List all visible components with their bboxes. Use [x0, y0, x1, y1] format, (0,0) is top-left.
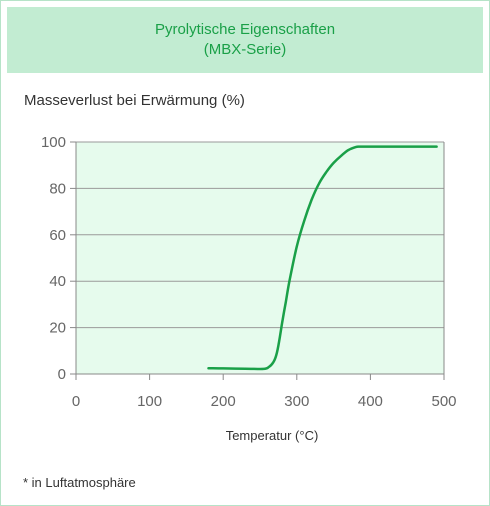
x-tick-label-0: 0: [72, 393, 80, 410]
x-tick-label-500: 500: [431, 393, 456, 410]
y-tick-label-0: 0: [58, 366, 66, 383]
plot-area: [76, 142, 444, 374]
series-line-0: [207, 145, 438, 371]
chart-title-line1: Pyrolytische Eigenschaften: [154, 21, 336, 38]
x-tick-label-400: 400: [358, 393, 383, 410]
y-tick-label-20: 20: [49, 320, 66, 337]
chart-header: Pyrolytische Eigenschaften (MBX-Serie): [7, 7, 483, 73]
y-tick-label-40: 40: [49, 273, 66, 290]
chart-title-line2: (MBX-Serie): [203, 41, 287, 58]
x-tick-label-200: 200: [211, 393, 236, 410]
y-tick-label-100: 100: [41, 134, 66, 151]
y-tick-label-60: 60: [49, 227, 66, 244]
footnote: * in Luftatmosphäre: [23, 475, 136, 490]
x-tick-label-100: 100: [137, 393, 162, 410]
y-axis-label: Masseverlust bei Erwärmung (%): [24, 92, 245, 109]
y-tick-label-80: 80: [49, 180, 66, 197]
x-axis-label: Temperatur (°C): [226, 428, 319, 443]
x-tick-label-300: 300: [284, 393, 309, 410]
